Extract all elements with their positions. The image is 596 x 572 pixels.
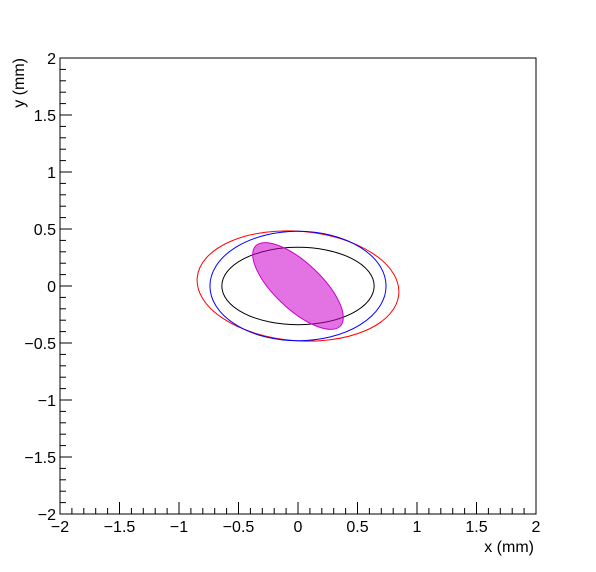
y-tick-label: 1 bbox=[47, 165, 56, 182]
y-tick-label: 2 bbox=[47, 51, 56, 68]
y-tick-label: −1.5 bbox=[24, 450, 56, 467]
x-tick-label: 1 bbox=[413, 519, 422, 536]
x-tick-label: −2 bbox=[51, 519, 69, 536]
ellipse bbox=[210, 231, 386, 340]
y-axis-label: y (mm) bbox=[11, 58, 28, 108]
ellipse bbox=[239, 230, 357, 343]
x-tick-label: −0.5 bbox=[223, 519, 255, 536]
y-tick-label: −2 bbox=[38, 507, 56, 524]
y-tick-label: 0.5 bbox=[34, 222, 56, 239]
x-tick-label: 0.5 bbox=[346, 519, 368, 536]
y-tick-label: −0.5 bbox=[24, 336, 56, 353]
ellipse bbox=[222, 247, 374, 325]
x-tick-label: 0 bbox=[294, 519, 303, 536]
y-tick-label: 1.5 bbox=[34, 108, 56, 125]
y-tick-label: 0 bbox=[47, 279, 56, 296]
y-tick-label: −1 bbox=[38, 393, 56, 410]
x-tick-label: 1.5 bbox=[465, 519, 487, 536]
x-axis-label: x (mm) bbox=[484, 539, 534, 556]
x-tick-label: −1.5 bbox=[104, 519, 136, 536]
x-tick-label: 2 bbox=[532, 519, 541, 536]
x-tick-label: −1 bbox=[170, 519, 188, 536]
